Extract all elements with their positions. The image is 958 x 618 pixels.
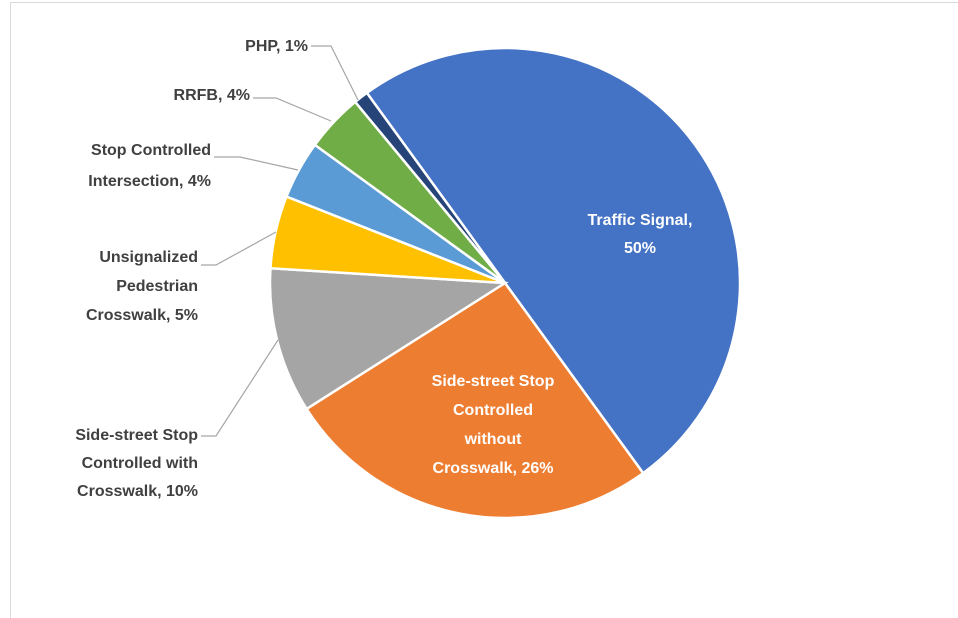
data-label-line: PHP, 1% (245, 38, 308, 55)
leader-line (253, 97, 332, 122)
leader-line (201, 339, 279, 437)
data-label-line: Unsignalized (99, 249, 198, 266)
data-label-line: Crosswalk, 5% (86, 307, 198, 324)
data-label-line: RRFB, 4% (174, 87, 250, 104)
data-label: Side-street Stop Controlled without Crosswa… (432, 373, 555, 477)
data-label-line: Side-street Stop (432, 373, 555, 390)
leader-line (311, 45, 359, 101)
leader-line (201, 231, 277, 266)
data-label: Traffic Signal, 50% (588, 212, 693, 257)
data-label-line: 50% (624, 240, 656, 257)
data-label: Stop Controlled Intersection, 4% (88, 142, 211, 190)
data-label-line: Stop Controlled (91, 142, 211, 159)
data-label-line: without (464, 431, 523, 448)
pie-slice (304, 281, 645, 520)
data-label: RRFB, 4% (174, 87, 250, 104)
chart-frame (10, 2, 958, 618)
data-label: Unsignalized Pedestrian Crosswalk, 5% (86, 249, 198, 324)
leader-line (214, 156, 299, 171)
pie-slice (365, 46, 742, 475)
data-label-line: Pedestrian (116, 278, 198, 295)
data-label-line: Crosswalk, 10% (77, 483, 198, 500)
data-label: Side-street Stop Controlled with Crosswalk… (75, 427, 198, 500)
data-label-line: Controlled with (82, 455, 198, 472)
data-label-line: Controlled (453, 402, 533, 419)
data-label-line: Traffic Signal, (588, 212, 693, 229)
data-label-line: Crosswalk, 26% (433, 460, 554, 477)
data-label-line: Intersection, 4% (88, 173, 211, 190)
data-label: PHP, 1% (245, 38, 308, 55)
data-label-line: Side-street Stop (75, 427, 198, 444)
pie-slice (353, 91, 507, 284)
